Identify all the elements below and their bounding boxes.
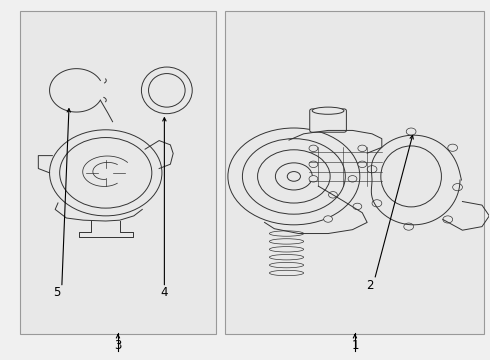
Bar bbox=[20, 12, 216, 334]
Bar bbox=[225, 12, 485, 334]
Circle shape bbox=[406, 128, 416, 135]
Ellipse shape bbox=[270, 255, 304, 260]
Circle shape bbox=[309, 176, 318, 182]
FancyBboxPatch shape bbox=[310, 109, 346, 132]
Ellipse shape bbox=[148, 73, 185, 107]
Circle shape bbox=[309, 161, 318, 167]
Circle shape bbox=[324, 216, 332, 222]
Circle shape bbox=[353, 203, 362, 210]
Ellipse shape bbox=[243, 139, 345, 214]
Ellipse shape bbox=[49, 130, 162, 216]
Ellipse shape bbox=[228, 128, 360, 225]
Ellipse shape bbox=[60, 138, 152, 208]
Text: 2: 2 bbox=[366, 279, 373, 292]
Ellipse shape bbox=[312, 107, 344, 114]
Ellipse shape bbox=[258, 150, 330, 203]
Ellipse shape bbox=[275, 163, 312, 190]
Text: 1: 1 bbox=[351, 339, 359, 352]
Circle shape bbox=[443, 216, 453, 223]
Ellipse shape bbox=[270, 231, 304, 236]
Ellipse shape bbox=[270, 262, 304, 268]
Circle shape bbox=[358, 161, 367, 167]
Circle shape bbox=[348, 176, 357, 182]
Circle shape bbox=[309, 145, 318, 152]
Circle shape bbox=[453, 184, 463, 191]
Ellipse shape bbox=[270, 270, 304, 276]
Circle shape bbox=[448, 144, 458, 151]
Circle shape bbox=[329, 192, 337, 198]
Text: 5: 5 bbox=[53, 287, 61, 300]
Text: 3: 3 bbox=[114, 339, 122, 352]
Circle shape bbox=[358, 145, 367, 152]
Ellipse shape bbox=[287, 172, 300, 181]
Circle shape bbox=[404, 223, 414, 230]
Circle shape bbox=[372, 200, 382, 207]
Text: 4: 4 bbox=[161, 287, 168, 300]
Ellipse shape bbox=[270, 239, 304, 244]
Ellipse shape bbox=[381, 146, 441, 207]
Ellipse shape bbox=[270, 247, 304, 252]
Ellipse shape bbox=[142, 67, 192, 114]
Circle shape bbox=[367, 166, 377, 173]
